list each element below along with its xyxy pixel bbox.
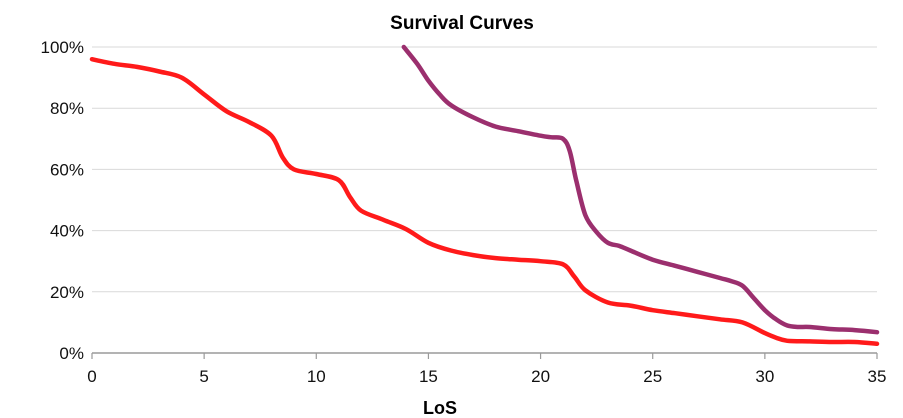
x-axis: 0 5 10 15 20 25 30 35 — [87, 352, 887, 386]
x-tick-label: 10 — [307, 367, 326, 386]
x-axis-label: LoS — [423, 398, 457, 418]
y-tick-label: 20% — [50, 283, 84, 302]
y-tick-label: 0% — [59, 344, 84, 363]
x-tick-label: 20 — [531, 367, 550, 386]
series-lines — [89, 44, 880, 347]
x-tick-label: 15 — [419, 367, 438, 386]
x-tick-label: 5 — [199, 367, 208, 386]
x-tick-label: 30 — [755, 367, 774, 386]
series-line-2 — [401, 44, 880, 335]
x-tick-label: 0 — [87, 367, 96, 386]
x-tick-label: 35 — [868, 367, 887, 386]
y-tick-label: 100% — [41, 38, 84, 57]
y-tick-label: 60% — [50, 160, 84, 179]
series-line-1 — [89, 56, 880, 347]
chart-title: Survival Curves — [390, 13, 534, 34]
y-tick-label: 40% — [50, 222, 84, 241]
y-axis-ticks: 0% 20% 40% 60% 80% 100% — [41, 38, 84, 363]
x-tick-label: 25 — [643, 367, 662, 386]
y-tick-label: 80% — [50, 99, 84, 118]
